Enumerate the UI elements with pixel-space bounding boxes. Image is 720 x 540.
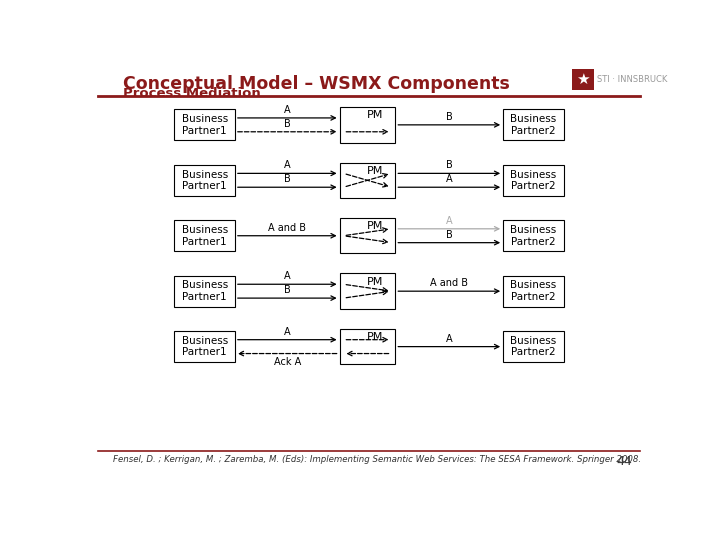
Text: A: A [446,215,453,226]
Text: PM: PM [367,332,383,342]
Text: Business
Partner2: Business Partner2 [510,170,557,191]
Text: 44: 44 [617,455,632,468]
Bar [174,276,235,307]
Text: B: B [446,112,453,122]
Bar [340,218,395,253]
Bar [340,163,395,198]
Text: Ack A: Ack A [274,356,301,367]
Bar [503,165,564,195]
Text: Process Mediation: Process Mediation [122,87,261,100]
Bar [174,331,235,362]
Bar [340,273,395,309]
Text: B: B [284,119,291,129]
Text: A: A [446,334,453,343]
Text: STI · INNSBRUCK: STI · INNSBRUCK [597,75,667,84]
Text: Business
Partner1: Business Partner1 [181,114,228,136]
Text: Fensel, D. ; Kerrigan, M. ; Zaremba, M. (Eds): Implementing Semantic Web Service: Fensel, D. ; Kerrigan, M. ; Zaremba, M. … [113,455,642,464]
Text: PM: PM [367,166,383,176]
Text: Conceptual Model – WSMX Components: Conceptual Model – WSMX Components [122,75,510,93]
Text: B: B [284,285,291,295]
Text: PM: PM [367,221,383,231]
Text: Business
Partner2: Business Partner2 [510,114,557,136]
Text: A: A [284,327,291,336]
Text: A and B: A and B [269,222,306,233]
Text: A: A [284,105,291,115]
Bar [572,69,594,90]
Bar [503,110,564,140]
Text: A: A [284,271,291,281]
Bar [174,220,235,251]
Bar [503,276,564,307]
Text: B: B [446,230,453,240]
Bar [503,220,564,251]
Bar [340,107,395,143]
Text: Business
Partner1: Business Partner1 [181,225,228,247]
Text: B: B [446,160,453,170]
Bar [174,110,235,140]
Text: B: B [284,174,291,184]
Text: Business
Partner2: Business Partner2 [510,225,557,247]
Bar [503,331,564,362]
Text: A: A [284,160,291,170]
Text: PM: PM [367,276,383,287]
Text: Business
Partner1: Business Partner1 [181,280,228,302]
Text: A: A [446,174,453,184]
Text: A and B: A and B [431,278,468,288]
Text: Business
Partner2: Business Partner2 [510,336,557,357]
Text: PM: PM [367,110,383,120]
Text: Business
Partner2: Business Partner2 [510,280,557,302]
Bar [174,165,235,195]
Bar [340,329,395,365]
Text: Business
Partner1: Business Partner1 [181,336,228,357]
Text: ★: ★ [576,72,590,87]
Text: Business
Partner1: Business Partner1 [181,170,228,191]
